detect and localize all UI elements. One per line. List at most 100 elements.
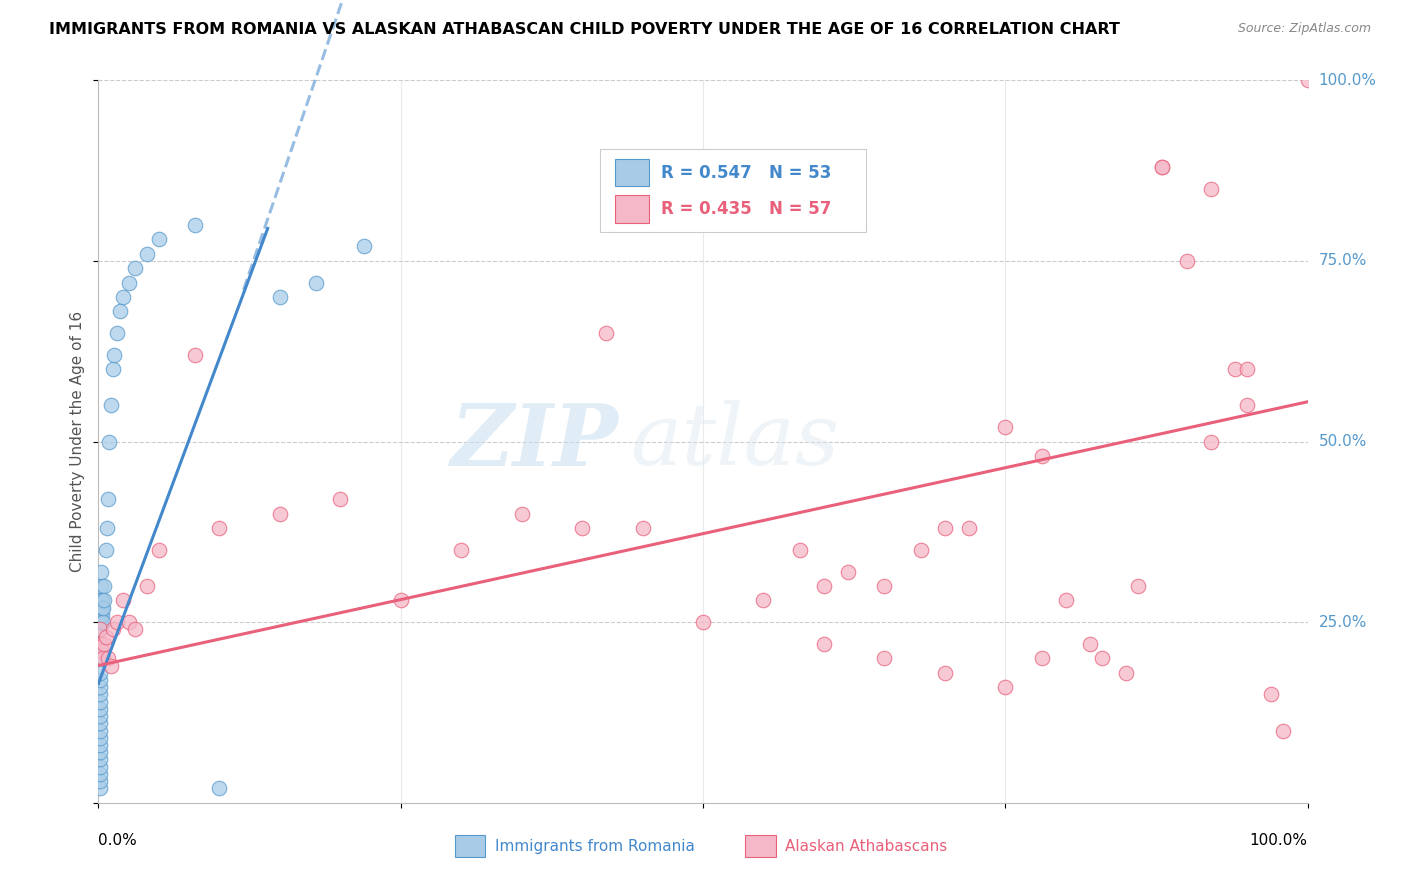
Point xyxy=(934,521,956,535)
Point xyxy=(1199,182,1222,196)
Point xyxy=(1236,398,1258,412)
Point xyxy=(184,218,207,232)
Point xyxy=(1296,73,1319,87)
Point xyxy=(90,615,112,630)
Point xyxy=(91,651,114,665)
Point xyxy=(89,738,111,752)
Point xyxy=(91,607,114,622)
FancyBboxPatch shape xyxy=(614,195,648,223)
Text: 50.0%: 50.0% xyxy=(1319,434,1367,449)
Text: 100.0%: 100.0% xyxy=(1319,73,1376,87)
Point xyxy=(89,723,111,738)
Point xyxy=(873,651,896,665)
Point xyxy=(91,593,114,607)
Point xyxy=(1078,637,1101,651)
Point xyxy=(90,600,112,615)
Point xyxy=(1260,687,1282,701)
Point xyxy=(135,246,157,260)
Point xyxy=(89,673,111,687)
Point xyxy=(105,326,128,340)
Point xyxy=(100,398,122,412)
Point xyxy=(101,362,124,376)
Point xyxy=(1199,434,1222,449)
Point xyxy=(184,348,207,362)
Point xyxy=(91,615,114,630)
FancyBboxPatch shape xyxy=(456,835,485,857)
Text: 0.0%: 0.0% xyxy=(98,833,138,848)
Point xyxy=(111,593,134,607)
Point xyxy=(89,752,111,766)
Text: atlas: atlas xyxy=(630,401,839,483)
Point xyxy=(103,348,125,362)
Point xyxy=(789,542,811,557)
Point xyxy=(1152,160,1174,174)
Point xyxy=(692,615,714,630)
Point xyxy=(873,579,896,593)
Point xyxy=(1031,651,1053,665)
Point xyxy=(97,651,120,665)
Text: R = 0.435   N = 57: R = 0.435 N = 57 xyxy=(661,200,831,218)
Point xyxy=(1054,593,1077,607)
Point xyxy=(91,600,114,615)
Point xyxy=(118,615,141,630)
Point xyxy=(93,593,115,607)
Text: ZIP: ZIP xyxy=(450,400,619,483)
Point xyxy=(813,579,835,593)
Point xyxy=(89,774,111,789)
Point xyxy=(93,579,115,593)
Point xyxy=(101,623,124,637)
Point xyxy=(269,290,291,304)
Point xyxy=(89,687,111,701)
Point xyxy=(89,731,111,745)
Point xyxy=(90,593,112,607)
Point xyxy=(994,680,1017,694)
Point xyxy=(1115,665,1137,680)
Point xyxy=(89,760,111,774)
Point xyxy=(89,623,111,637)
Point xyxy=(89,716,111,731)
Point xyxy=(98,434,121,449)
Point xyxy=(90,615,112,630)
Point xyxy=(934,665,956,680)
Point xyxy=(571,521,593,535)
Point xyxy=(269,507,291,521)
FancyBboxPatch shape xyxy=(600,149,866,232)
Point xyxy=(89,709,111,723)
Point xyxy=(1272,723,1295,738)
Point xyxy=(994,420,1017,434)
Point xyxy=(135,579,157,593)
Text: IMMIGRANTS FROM ROMANIA VS ALASKAN ATHABASCAN CHILD POVERTY UNDER THE AGE OF 16 : IMMIGRANTS FROM ROMANIA VS ALASKAN ATHAB… xyxy=(49,22,1121,37)
Point xyxy=(108,304,131,318)
Point xyxy=(89,637,111,651)
Point xyxy=(1091,651,1114,665)
Point xyxy=(94,542,117,557)
Point xyxy=(389,593,412,607)
Point xyxy=(90,565,112,579)
Point xyxy=(90,637,112,651)
Point xyxy=(100,658,122,673)
Point xyxy=(118,276,141,290)
Point xyxy=(813,637,835,651)
Text: 25.0%: 25.0% xyxy=(1319,615,1367,630)
Point xyxy=(1223,362,1246,376)
Text: Alaskan Athabascans: Alaskan Athabascans xyxy=(785,838,948,854)
Point xyxy=(96,521,118,535)
Point xyxy=(124,623,146,637)
Point xyxy=(111,290,134,304)
Point xyxy=(329,492,352,507)
Point xyxy=(148,542,170,557)
Point xyxy=(910,542,932,557)
Point xyxy=(510,507,533,521)
Y-axis label: Child Poverty Under the Age of 16: Child Poverty Under the Age of 16 xyxy=(70,311,86,572)
Text: R = 0.547   N = 53: R = 0.547 N = 53 xyxy=(661,164,831,182)
Point xyxy=(89,623,111,637)
Point xyxy=(1031,449,1053,463)
Point xyxy=(91,600,114,615)
Point xyxy=(89,767,111,781)
Point xyxy=(208,521,231,535)
Point xyxy=(89,680,111,694)
Point xyxy=(1175,253,1198,268)
FancyBboxPatch shape xyxy=(614,159,648,186)
Point xyxy=(305,276,328,290)
Point xyxy=(105,615,128,630)
